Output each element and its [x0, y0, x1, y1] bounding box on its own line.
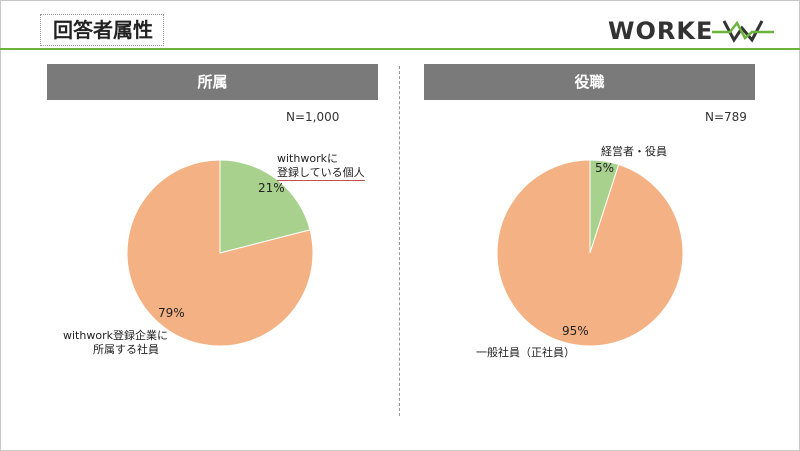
pie-slice-registered-individual	[219, 159, 311, 254]
slice-label-line: 登録している個人	[277, 166, 365, 181]
pie-slice-company-employee	[126, 159, 314, 347]
panel-header-affiliation: 所属	[47, 64, 378, 100]
slice-label-company-employee: withwork登録企業に 所属する社員	[63, 329, 168, 357]
worken-logo: WORKE	[608, 17, 774, 45]
slice-label-line: withwork登録企業に	[63, 329, 168, 342]
svg-text:WORKE: WORKE	[608, 17, 713, 45]
slice-label-registered-individual: withworkに 登録している個人	[277, 152, 365, 181]
pie-chart-position	[496, 159, 684, 347]
slice-pct-company-employee: 79%	[158, 306, 185, 320]
panel-header-position: 役職	[424, 64, 755, 100]
sample-size-position: N=789	[705, 110, 747, 124]
pie-chart-affiliation	[126, 159, 314, 347]
slice-pct-registered-individual: 21%	[258, 181, 285, 195]
header-rule	[0, 48, 800, 50]
page-title: 回答者属性	[40, 14, 164, 46]
slice-pct-regular-employee: 95%	[562, 324, 589, 338]
slice-label-regular-employee: 一般社員（正社員）	[476, 346, 575, 359]
pie-slice-regular-employee	[496, 159, 684, 347]
sample-size-affiliation: N=1,000	[286, 110, 340, 124]
panel-divider	[399, 66, 400, 416]
slice-label-executive: 経営者・役員	[601, 145, 667, 158]
slice-label-line: 所属する社員	[93, 343, 159, 356]
slice-pct-executive: 5%	[595, 161, 615, 175]
slice-label-line: withworkに	[277, 152, 338, 165]
